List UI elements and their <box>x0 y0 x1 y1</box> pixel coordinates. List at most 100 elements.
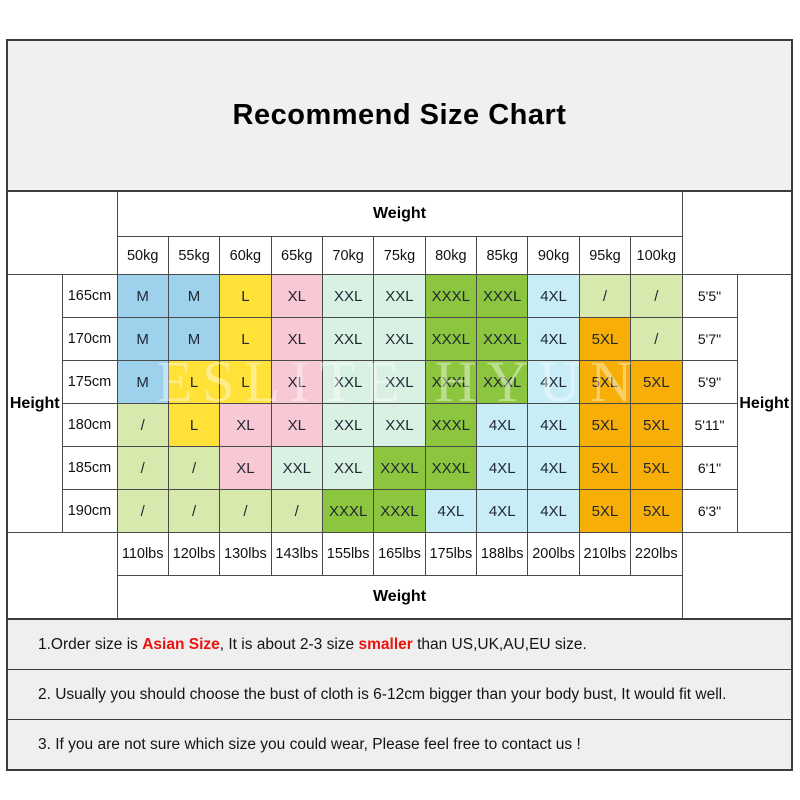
size-cell: 4XL <box>527 360 580 404</box>
size-cell: L <box>219 274 272 318</box>
size-cell: XL <box>219 403 272 447</box>
size-cell: XXXL <box>321 489 375 533</box>
height-ft-cell: 6'1" <box>681 446 738 490</box>
lbs-header-cell: 143lbs <box>270 532 323 576</box>
size-cell: / <box>167 489 221 533</box>
size-cell: XXL <box>373 403 426 447</box>
table-row: Height 165cm M M L XL XXL XXL XXXL XXXL 4XL //5'5" H… <box>6 274 793 533</box>
size-cell: XXXL <box>476 317 529 361</box>
kg-header-cell: 80kg <box>424 236 478 275</box>
corner-top-left <box>6 190 118 275</box>
size-cell: / <box>116 446 169 490</box>
kg-header-cell: 60kg <box>219 236 272 275</box>
height-cm-cell: 175cm <box>61 360 118 404</box>
size-cell: XXL <box>321 274 375 318</box>
size-cell: M <box>116 360 169 404</box>
size-cell: / <box>630 317 683 361</box>
size-cell: / <box>167 446 221 490</box>
size-cell: M <box>116 274 169 318</box>
size-cell: 4XL <box>527 403 580 447</box>
size-cell: / <box>219 489 272 533</box>
lbs-header-cell: 220lbs <box>630 532 683 576</box>
lbs-header-cell: 188lbs <box>476 532 529 576</box>
size-cell: 4XL <box>527 489 580 533</box>
size-cell: XXL <box>321 403 375 447</box>
title-box: Recommend Size Chart <box>6 39 793 190</box>
size-cell: 4XL <box>476 489 529 533</box>
kg-header-cell: 75kg <box>373 236 426 275</box>
size-cell: XXXL <box>424 403 478 447</box>
corner-bottom-right <box>681 532 793 620</box>
note-segment: , It is about 2-3 size <box>219 635 359 653</box>
kg-header-cell: 90kg <box>527 236 580 275</box>
size-cell: M <box>167 274 221 318</box>
size-cell: XXXL <box>373 446 426 490</box>
height-cm-cell: 185cm <box>61 446 118 490</box>
size-cell: / <box>116 403 169 447</box>
table-row: Weight <box>6 190 793 275</box>
size-cell: 5XL <box>578 446 632 490</box>
lbs-header-cell: 175lbs <box>424 532 478 576</box>
page-title: Recommend Size Chart <box>232 99 567 131</box>
table-row: 170cm M M L XL XXL XXL XXXL XXXL 4XL 5XL/5'7" <box>7 317 792 361</box>
size-cell: / <box>578 274 632 318</box>
table-row: 185cm / / XL XXL XXL XXXL XXXL 4XL 4XL 5XL 5XL 6'1" <box>7 446 792 490</box>
lbs-header-cell: 155lbs <box>321 532 375 576</box>
size-cell: L <box>219 360 272 404</box>
table-row: 190cm / / / / XXXL XXXL 4XL 4XL 4XL 5XL 5XL 6'3" <box>7 489 792 533</box>
size-cell: 5XL <box>578 489 632 533</box>
height-ft-cell: 5'9" <box>681 360 738 404</box>
size-cell: XXL <box>270 446 323 490</box>
height-cm-cell: 190cm <box>61 489 118 533</box>
size-cell: 4XL <box>476 403 529 447</box>
corner-top-right <box>681 190 793 275</box>
height-ft-cell: 5'7" <box>681 317 738 361</box>
kg-header-cell: 55kg <box>167 236 221 275</box>
kg-header-cell: 70kg <box>321 236 375 275</box>
notes-box: 1.Order size is Asian Size, It is about … <box>6 620 793 771</box>
size-cell: 5XL <box>630 403 683 447</box>
weight-group-footer: Weight <box>116 575 683 620</box>
note-highlight: Asian Size <box>142 635 220 653</box>
size-cell: XL <box>270 317 323 361</box>
size-cell: XXL <box>321 446 375 490</box>
size-cell: 4XL <box>527 274 580 318</box>
size-table: Weight 50kg 55kg 60kg 65kg 70kg 75kg 80kg 85kg 90… <box>6 190 793 620</box>
weight-group-header: Weight <box>116 190 683 237</box>
size-cell: / <box>116 489 169 533</box>
size-cell: XXL <box>321 360 375 404</box>
kg-header-cell: 50kg <box>116 236 169 275</box>
note-text: 2. Usually you should choose the bust of… <box>38 686 726 704</box>
kg-header-cell: 95kg <box>578 236 632 275</box>
note-row: 2. Usually you should choose the bust of… <box>8 669 791 719</box>
kg-header-cell: 100kg <box>630 236 683 275</box>
size-cell: / <box>630 274 683 318</box>
size-cell: XXXL <box>476 274 529 318</box>
lbs-header-cell: 110lbs <box>116 532 169 576</box>
corner-bottom-left <box>6 532 118 620</box>
size-cell: XL <box>270 403 323 447</box>
size-cell: L <box>167 360 221 404</box>
table-row: 180cm / L XL XL XXL XXL XXXL 4XL 4XL 5XL 5XL 5'11" <box>7 403 792 447</box>
size-cell: / <box>270 489 323 533</box>
lbs-header-cell: 200lbs <box>527 532 580 576</box>
note-segment: 1.Order size is <box>38 635 143 653</box>
size-cell: M <box>167 317 221 361</box>
size-cell: 5XL <box>578 360 632 404</box>
height-label-left: Height <box>6 274 63 533</box>
height-ft-cell: 6'3" <box>681 489 738 533</box>
size-cell: 4XL <box>424 489 478 533</box>
size-cell: XL <box>270 360 323 404</box>
size-cell: XXXL <box>424 274 478 318</box>
table-row: 110lbs 120lbs 130lbs 143lbs 155lbs 165lbs 175l… <box>6 532 793 620</box>
size-cell: XXXL <box>424 317 478 361</box>
size-cell: XXL <box>373 274 426 318</box>
size-cell: 5XL <box>630 446 683 490</box>
size-cell: XXXL <box>476 360 529 404</box>
size-cell: XXXL <box>373 489 426 533</box>
height-cm-cell: 165cm <box>61 274 118 318</box>
size-cell: 5XL <box>578 403 632 447</box>
size-cell: XXL <box>373 360 426 404</box>
note-segment: 2. Usually you should choose the bust of… <box>38 685 727 703</box>
note-row: 1.Order size is Asian Size, It is about … <box>8 620 791 669</box>
